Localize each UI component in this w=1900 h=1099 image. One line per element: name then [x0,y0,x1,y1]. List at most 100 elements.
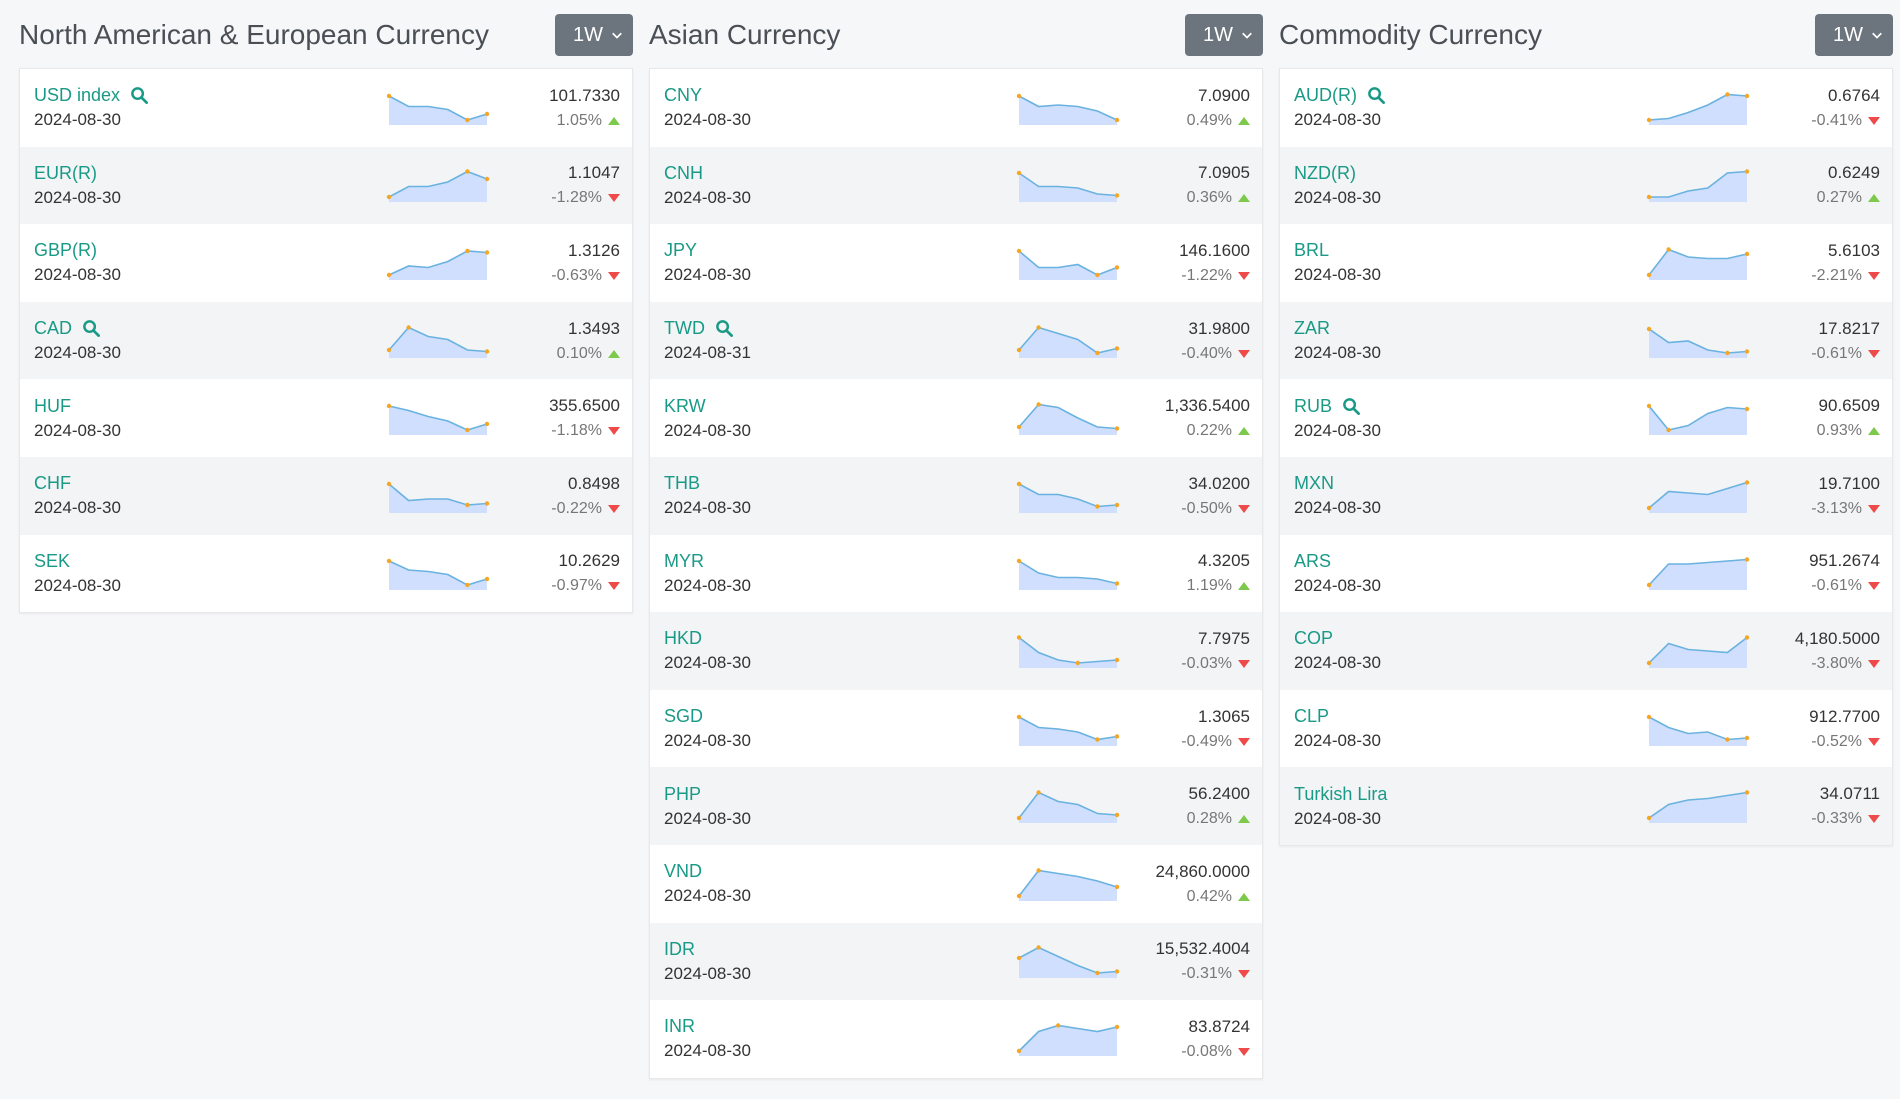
quote-value: 1.3065 [1198,706,1250,726]
currency-name-link[interactable]: THB [664,473,700,494]
arrow-up-icon [1238,582,1250,591]
change-percent: -0.50% [1181,499,1232,517]
sparkline-start-point [1646,714,1652,719]
currency-info: CNY 2024-08-30 [664,85,1016,130]
name-line: HUF [34,396,386,417]
currency-name-link[interactable]: EUR(R) [34,162,97,183]
currency-list: CNY 2024-08-30 7.0900 0.49% CNH 2024-08-30 7.0… [649,68,1263,1079]
sparkline-extreme-point [1725,92,1730,97]
currency-name-link[interactable]: BRL [1294,240,1330,261]
quote-value: 7.7975 [1198,628,1250,648]
sparkline-area [389,561,487,591]
search-icon[interactable] [715,319,734,338]
currency-name-link[interactable]: IDR [664,938,695,959]
currency-name-link[interactable]: AUD(R) [1294,85,1357,106]
sparkline-chart [1016,248,1120,280]
sparkline-line [1648,405,1748,432]
currency-info: BRL 2024-08-30 [1294,240,1646,285]
currency-name-link[interactable]: CNH [664,162,703,183]
sparkline-chart [386,403,490,436]
currency-name-link[interactable]: COP [1294,628,1334,649]
currency-name-link[interactable]: NZD(R) [1294,162,1356,183]
currency-name-link[interactable]: HUF [34,395,71,416]
change-line: -0.03% [1134,655,1250,673]
quote-values: 0.6764 -0.41% [1764,86,1880,130]
currency-name-link[interactable]: MYR [664,550,704,571]
currency-name-link[interactable]: Turkish Lira [1294,783,1388,804]
currency-name-link[interactable]: CNY [664,85,703,106]
currency-name-link[interactable]: JPY [664,240,698,261]
name-line: HKD [664,628,1016,649]
currency-name-link[interactable]: INR [664,1016,695,1037]
name-line: NZD(R) [1294,163,1646,184]
currency-name-link[interactable]: MXN [1294,473,1334,494]
period-dropdown-button[interactable]: 1W [1815,14,1893,56]
search-icon[interactable] [82,319,101,338]
period-dropdown-button[interactable]: 1W [555,14,633,56]
arrow-down-icon [1238,1047,1250,1056]
name-line: CNH [664,163,1016,184]
sparkline-line [1018,1024,1118,1052]
quote-values: 7.0900 0.49% [1134,86,1250,130]
currency-name-link[interactable]: CLP [1294,706,1330,727]
currency-info: CAD 2024-08-30 [34,318,386,363]
search-icon[interactable] [1367,86,1386,105]
sparkline-extreme-point [1095,350,1100,355]
name-line: CNY [664,85,1016,106]
quote-values: 0.6249 0.27% [1764,163,1880,207]
sparkline-start-point [1016,956,1022,961]
currency-panel: Commodity Currency 1W AUD(R) 2024-08-30 0.67… [1279,0,1893,1079]
currency-name-link[interactable]: RUB [1294,395,1333,416]
currency-name-link[interactable]: ARS [1294,550,1332,571]
sparkline-area [389,327,487,358]
currency-row: VND 2024-08-30 24,860.0000 0.42% [650,845,1262,923]
sparkline-area [1019,947,1117,979]
sparkline-chart [1646,92,1750,125]
sparkline-chart [1646,557,1750,591]
currency-name-link[interactable]: USD index [34,85,121,106]
currency-name-link[interactable]: TWD [664,318,705,339]
search-icon[interactable] [1342,397,1361,416]
sparkline-end-point [1744,251,1750,257]
change-line: -0.61% [1764,345,1880,363]
sparkline-line [1018,791,1118,819]
sparkline-line [1648,559,1748,586]
currency-name-link[interactable]: KRW [664,395,706,416]
sparkline-line [1648,327,1748,354]
sparkline-end-point [1114,265,1120,270]
currency-name-link[interactable]: PHP [664,783,702,804]
search-icon[interactable] [130,86,149,105]
sparkline-end-point [1744,635,1750,640]
period-dropdown-button[interactable]: 1W [1185,14,1263,56]
sparkline-chart [1646,247,1750,280]
change-line: 1.19% [1134,577,1250,595]
sparkline-line [388,95,488,121]
currency-name-link[interactable]: ZAR [1294,318,1330,339]
currency-name-link[interactable]: VND [664,861,703,882]
change-line: -3.80% [1764,655,1880,673]
sparkline-chart [1646,714,1750,746]
arrow-down-icon [608,427,620,436]
change-line: 0.93% [1764,422,1880,440]
name-line: INR [664,1016,1016,1037]
sparkline-start-point [1646,583,1652,588]
quote-date: 2024-08-30 [34,575,121,595]
currency-name-link[interactable]: HKD [664,628,703,649]
currency-info: COP 2024-08-30 [1294,628,1646,673]
change-line: 0.22% [1134,422,1250,440]
currency-name-link[interactable]: GBP(R) [34,240,97,261]
quote-date: 2024-08-30 [664,963,751,983]
sparkline-extreme-point [1056,1023,1061,1028]
currency-name-link[interactable]: SGD [664,706,704,727]
change-line: -0.31% [1134,965,1250,983]
quote-values: 355.6500 -1.18% [504,396,620,440]
currency-name-link[interactable]: CHF [34,473,71,494]
sparkline-chart [386,248,490,280]
currency-name-link[interactable]: SEK [34,550,71,571]
arrow-up-icon [1868,427,1880,436]
currency-row: CHF 2024-08-30 0.8498 -0.22% [20,456,632,535]
currency-row: KRW 2024-08-30 1,336.5400 0.22% [650,379,1262,457]
currency-name-link[interactable]: CAD [34,318,73,339]
currency-row: NZD(R) 2024-08-30 0.6249 0.27% [1280,146,1892,225]
change-percent: -0.40% [1181,344,1232,362]
